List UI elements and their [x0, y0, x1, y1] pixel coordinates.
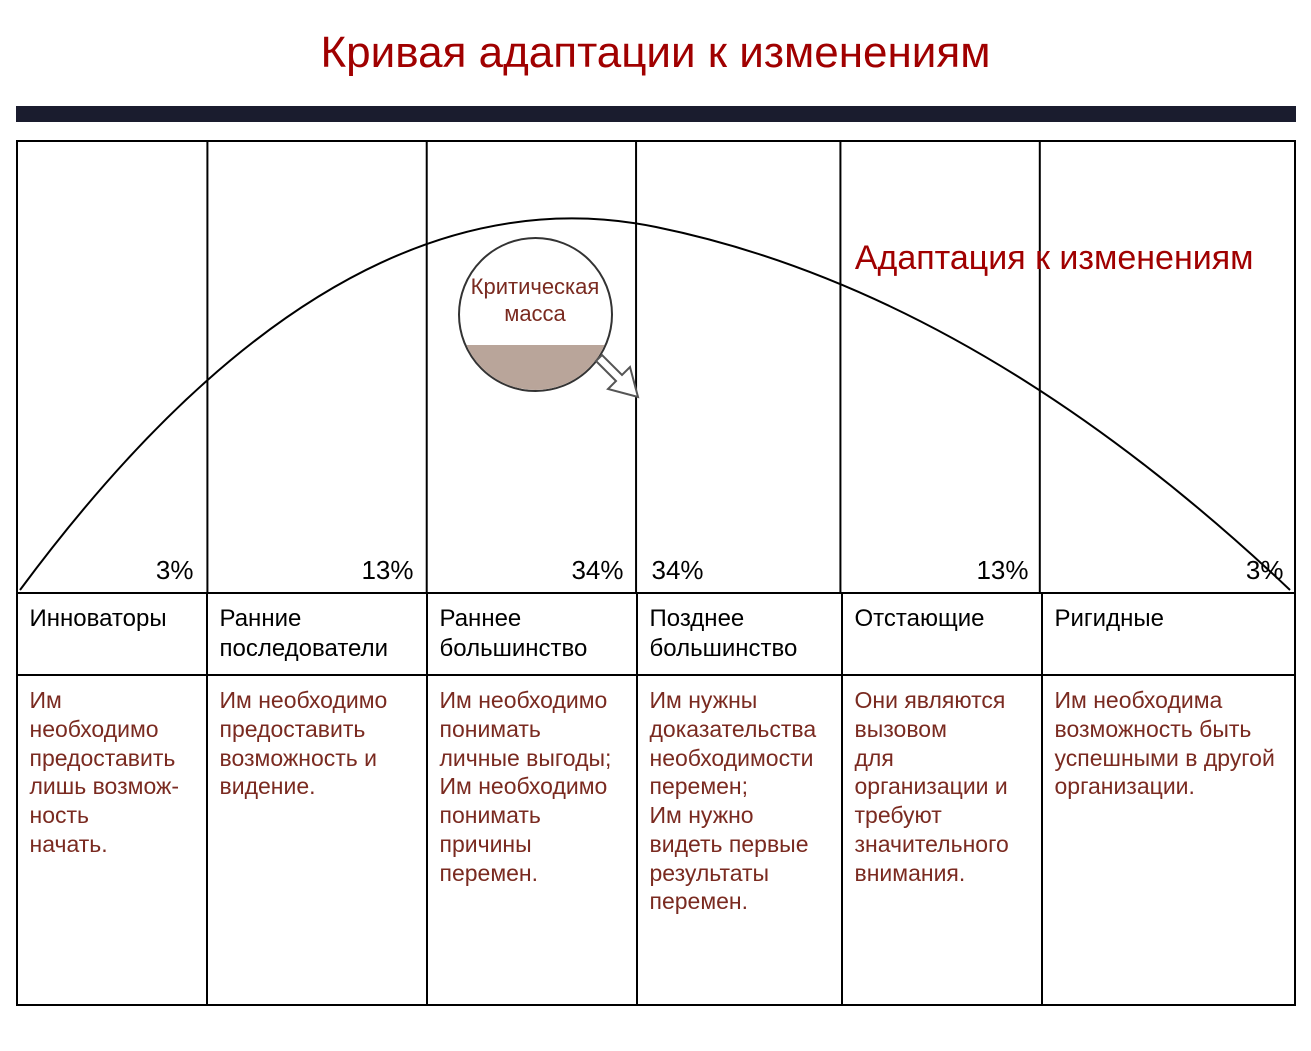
category-description: Им нужны доказательства необходимости пе… [638, 676, 843, 1004]
curve-area: Критическая масса Адаптация к изменениям… [18, 142, 1294, 592]
category-description: Они являются вызовом для организации и т… [843, 676, 1043, 1004]
page-title: Кривая адаптации к изменениям [0, 0, 1311, 106]
category-name: Инноваторы [18, 594, 208, 674]
category-description: Им необходимо предоставить возможность и… [208, 676, 428, 1004]
horizontal-divider [16, 106, 1296, 122]
percentage-value: 34% [428, 555, 638, 586]
category-descriptions-row: Им необходимо предоставить лишь возмож- … [18, 674, 1294, 1004]
curve-svg [18, 142, 1294, 592]
percentage-value: 13% [843, 555, 1043, 586]
category-names-row: ИнноваторыРанние последователиРаннее бол… [18, 592, 1294, 674]
percentage-value: 3% [1043, 555, 1298, 586]
critical-mass-label: Критическая масса [460, 274, 611, 355]
percentage-row: 3%13%34%34%13%3% [18, 555, 1294, 586]
diagram-frame: Критическая масса Адаптация к изменениям… [16, 140, 1296, 1006]
category-description: Им необходима возможность быть успешными… [1043, 676, 1298, 1004]
category-name: Раннее большинство [428, 594, 638, 674]
category-name: Отстающие [843, 594, 1043, 674]
critical-mass: Критическая масса [458, 237, 628, 407]
category-description: Им необходимо предоставить лишь возмож- … [18, 676, 208, 1004]
category-name: Ригидные [1043, 594, 1298, 674]
percentage-value: 34% [638, 555, 843, 586]
category-description: Им необходимо понимать личные выгоды; Им… [428, 676, 638, 1004]
percentage-value: 3% [18, 555, 208, 586]
category-name: Позднее большинство [638, 594, 843, 674]
category-name: Ранние последователи [208, 594, 428, 674]
side-label: Адаптация к изменениям [855, 237, 1254, 280]
percentage-value: 13% [208, 555, 428, 586]
arrow-down-right-icon [586, 349, 646, 409]
